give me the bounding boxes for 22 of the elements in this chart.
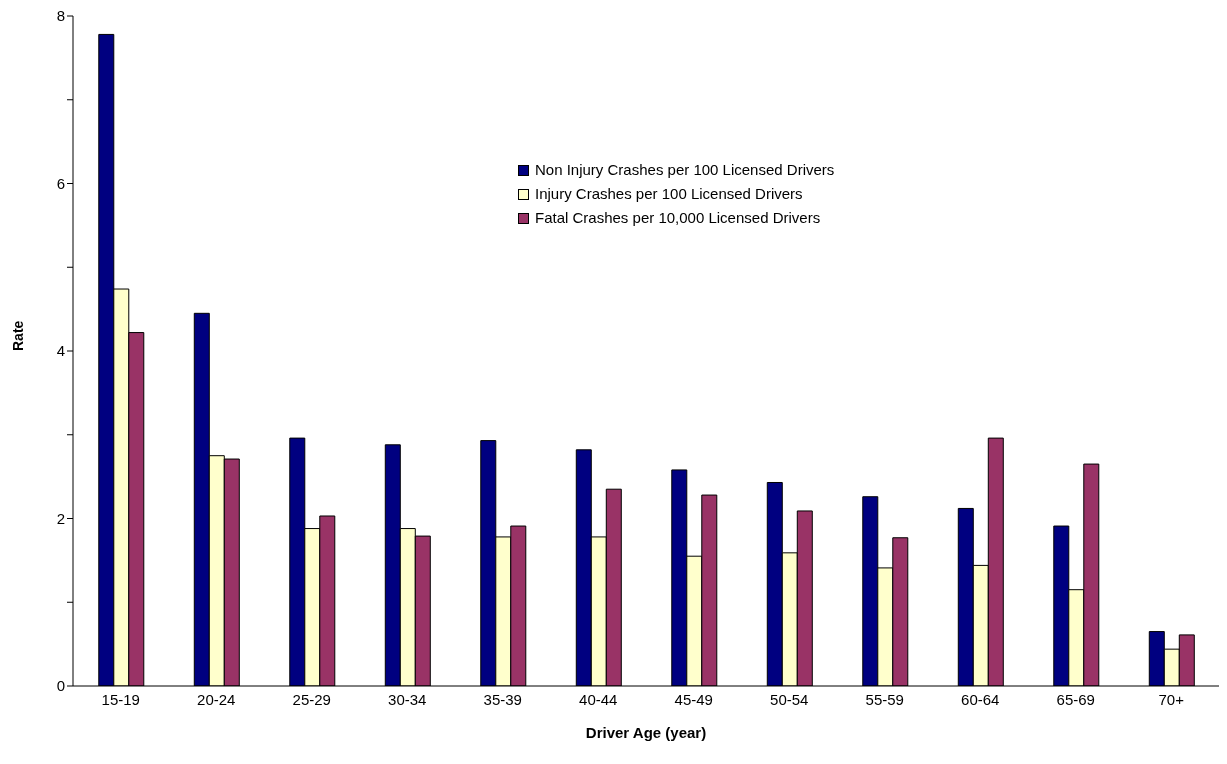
x-tick-label: 30-34 bbox=[388, 690, 427, 708]
y-axis-title: Rate bbox=[9, 320, 26, 351]
x-tick-label: 45-49 bbox=[674, 690, 713, 708]
x-axis-title: Driver Age (year) bbox=[585, 724, 707, 741]
x-tick-label: 65-69 bbox=[1056, 690, 1095, 708]
y-tick-label: 0 bbox=[56, 677, 65, 695]
x-tick-label: 40-44 bbox=[579, 690, 618, 708]
x-tick-label: 60-64 bbox=[961, 690, 1000, 708]
x-tick-label: 35-39 bbox=[483, 690, 522, 708]
x-tick-label: 15-19 bbox=[101, 690, 140, 708]
x-tick-label: 70+ bbox=[1158, 690, 1185, 708]
legend-label: Fatal Crashes per 10,000 Licensed Drivers bbox=[535, 208, 821, 228]
y-tick-label: 8 bbox=[56, 7, 65, 25]
y-tick-label: 6 bbox=[56, 174, 65, 192]
y-tick-label: 2 bbox=[56, 509, 65, 527]
x-tick-label: 55-59 bbox=[865, 690, 904, 708]
legend-label: Non Injury Crashes per 100 Licensed Drivers bbox=[535, 160, 835, 180]
x-tick-label: 25-29 bbox=[292, 690, 331, 708]
y-tick-label: 4 bbox=[56, 342, 65, 360]
x-tick-label: 20-24 bbox=[197, 690, 236, 708]
x-tick-label: 50-54 bbox=[770, 690, 809, 708]
legend-label: Injury Crashes per 100 Licensed Drivers bbox=[535, 184, 803, 204]
